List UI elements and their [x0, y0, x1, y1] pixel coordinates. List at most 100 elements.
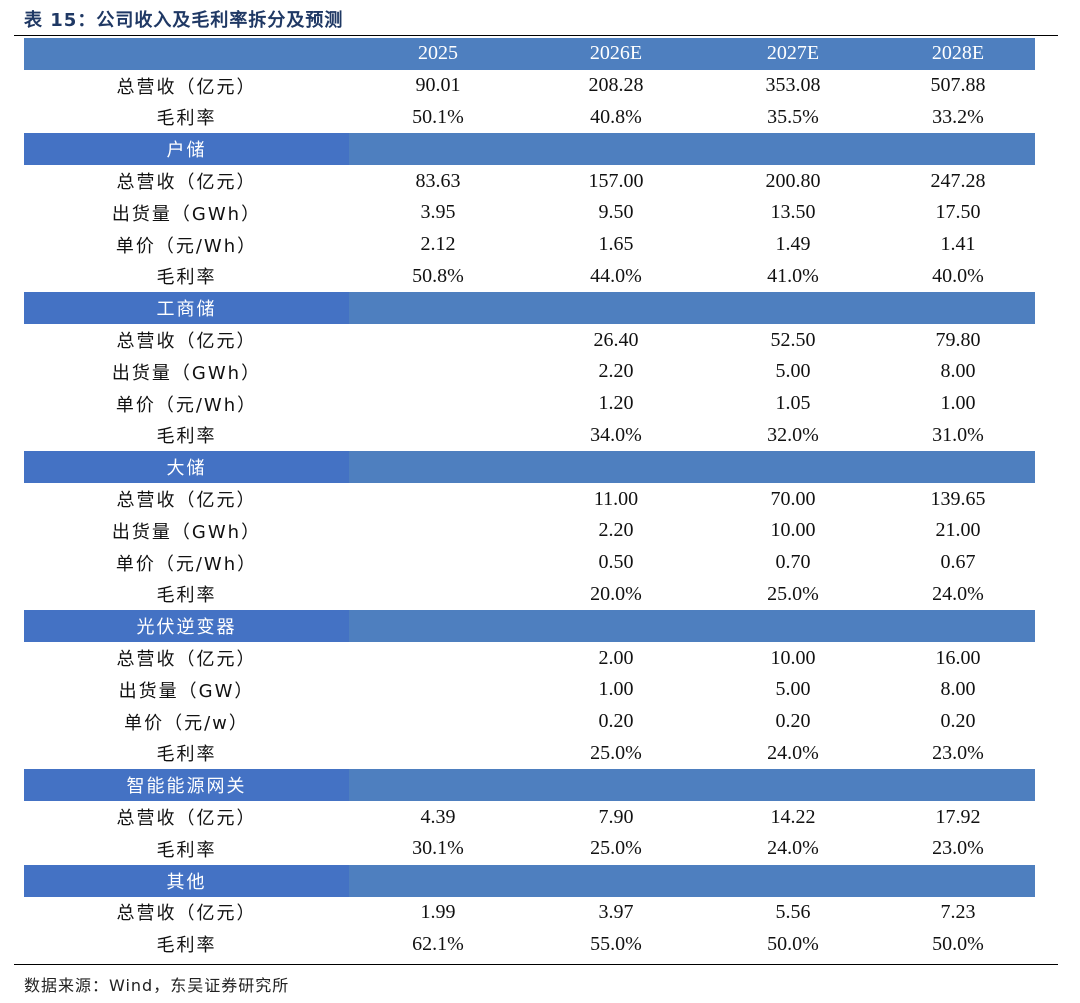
row-label: 总营收（亿元） [116, 331, 257, 353]
value-cell: 5.00 [775, 678, 811, 701]
section-row: 户储 [24, 133, 1035, 166]
value-cell [349, 738, 527, 770]
section-fill [349, 451, 1035, 484]
row-label: 单价（元/Wh） [115, 394, 258, 416]
table-row: 总营收（亿元） 1.99 3.97 5.56 7.23 [24, 897, 1035, 929]
value-cell: 50.8% [412, 264, 464, 287]
value-cell: 32.0% [767, 423, 819, 446]
value-cell: 5.56 [775, 900, 811, 923]
table-row: 出货量（GWh） 2.20 10.00 21.00 [24, 515, 1035, 547]
value-cell: 16.00 [935, 646, 981, 669]
table-caption: 表 15：公司收入及毛利率拆分及预测 [24, 10, 344, 31]
table-row: 单价（元/Wh） 1.20 1.05 1.00 [24, 388, 1035, 420]
value-cell: 5.00 [775, 360, 811, 383]
section-fill [349, 864, 1035, 897]
row-label: 毛利率 [156, 108, 217, 130]
value-cell: 30.1% [412, 837, 464, 860]
row-label: 出货量（GWh） [111, 203, 262, 225]
value-cell: 0.20 [598, 710, 634, 733]
table-row: 出货量（GW） 1.00 5.00 8.00 [24, 674, 1035, 706]
value-cell: 157.00 [588, 169, 644, 192]
value-cell: 8.00 [940, 678, 976, 701]
value-cell: 3.97 [598, 900, 634, 923]
section-label: 智能能源网关 [24, 769, 349, 802]
table-row: 出货量（GWh） 2.20 5.00 8.00 [24, 356, 1035, 388]
value-cell: 2.20 [598, 519, 634, 542]
row-label: 毛利率 [156, 267, 217, 289]
value-cell: 0.20 [940, 710, 976, 733]
value-cell: 1.00 [598, 678, 634, 701]
value-cell [349, 420, 527, 452]
header-cell-year: 2026E [527, 38, 705, 70]
value-cell: 25.0% [590, 837, 642, 860]
value-cell: 34.0% [590, 423, 642, 446]
section-fill [349, 133, 1035, 166]
value-cell: 0.50 [598, 551, 634, 574]
table-row: 毛利率 20.0% 25.0% 24.0% [24, 579, 1035, 611]
value-cell: 0.67 [940, 551, 976, 574]
section-fill [349, 292, 1035, 325]
section-row: 智能能源网关 [24, 769, 1035, 802]
header-cell-year: 2028E [881, 38, 1035, 70]
value-cell: 14.22 [770, 805, 816, 828]
table-row: 毛利率 30.1% 25.0% 24.0% 23.0% [24, 833, 1035, 865]
table-row: 总营收（亿元） 11.00 70.00 139.65 [24, 483, 1035, 515]
value-cell [349, 642, 527, 674]
value-cell: 23.0% [932, 741, 984, 764]
value-cell: 83.63 [415, 169, 461, 192]
section-row: 其他 [24, 864, 1035, 897]
value-cell: 70.00 [770, 487, 816, 510]
value-cell: 353.08 [765, 74, 821, 97]
row-label: 总营收（亿元） [116, 649, 257, 671]
section-fill [349, 610, 1035, 643]
value-cell: 35.5% [767, 105, 819, 128]
value-cell: 62.1% [412, 932, 464, 955]
value-cell: 24.0% [932, 582, 984, 605]
section-label: 大储 [24, 451, 349, 484]
row-label: 出货量（GWh） [111, 362, 262, 384]
table-row: 毛利率 25.0% 24.0% 23.0% [24, 738, 1035, 770]
table-row: 单价（元/Wh） 2.12 1.65 1.49 1.41 [24, 229, 1035, 261]
value-cell: 7.23 [940, 900, 976, 923]
value-cell: 139.65 [930, 487, 986, 510]
row-label: 总营收（亿元） [116, 76, 257, 98]
table-row: 总营收（亿元） 83.63 157.00 200.80 247.28 [24, 165, 1035, 197]
section-row: 光伏逆变器 [24, 610, 1035, 643]
row-label: 毛利率 [156, 585, 217, 607]
value-cell: 1.00 [940, 392, 976, 415]
value-cell: 17.92 [935, 805, 981, 828]
section-label: 工商储 [24, 292, 349, 325]
value-cell: 33.2% [932, 105, 984, 128]
table-row: 出货量（GWh） 3.95 9.50 13.50 17.50 [24, 197, 1035, 229]
revenue-margin-table: 2025 2026E 2027E 2028E 总营收（亿元） 90.01 208.2… [24, 38, 1035, 960]
value-cell: 10.00 [770, 519, 816, 542]
row-label: 单价（元/Wh） [115, 553, 258, 575]
value-cell: 200.80 [765, 169, 821, 192]
value-cell [349, 579, 527, 611]
table-row: 毛利率 50.1% 40.8% 35.5% 33.2% [24, 102, 1035, 134]
value-cell: 25.0% [590, 741, 642, 764]
value-cell: 4.39 [420, 805, 456, 828]
value-cell: 25.0% [767, 582, 819, 605]
value-cell [349, 515, 527, 547]
value-cell: 90.01 [415, 74, 461, 97]
section-row: 大储 [24, 451, 1035, 484]
row-label: 总营收（亿元） [116, 490, 257, 512]
value-cell: 40.0% [932, 264, 984, 287]
value-cell: 247.28 [930, 169, 986, 192]
value-cell: 44.0% [590, 264, 642, 287]
value-cell: 79.80 [935, 328, 981, 351]
value-cell: 208.28 [588, 74, 644, 97]
value-cell: 31.0% [932, 423, 984, 446]
value-cell: 10.00 [770, 646, 816, 669]
row-label: 单价（元/Wh） [115, 235, 258, 257]
value-cell [349, 388, 527, 420]
value-cell: 1.65 [598, 233, 634, 256]
value-cell: 50.0% [932, 932, 984, 955]
row-label: 总营收（亿元） [116, 903, 257, 925]
value-cell: 21.00 [935, 519, 981, 542]
value-cell: 23.0% [932, 837, 984, 860]
value-cell: 20.0% [590, 582, 642, 605]
source-note: 数据来源：Wind，东吴证券研究所 [24, 976, 290, 995]
header-cell-year: 2027E [705, 38, 881, 70]
